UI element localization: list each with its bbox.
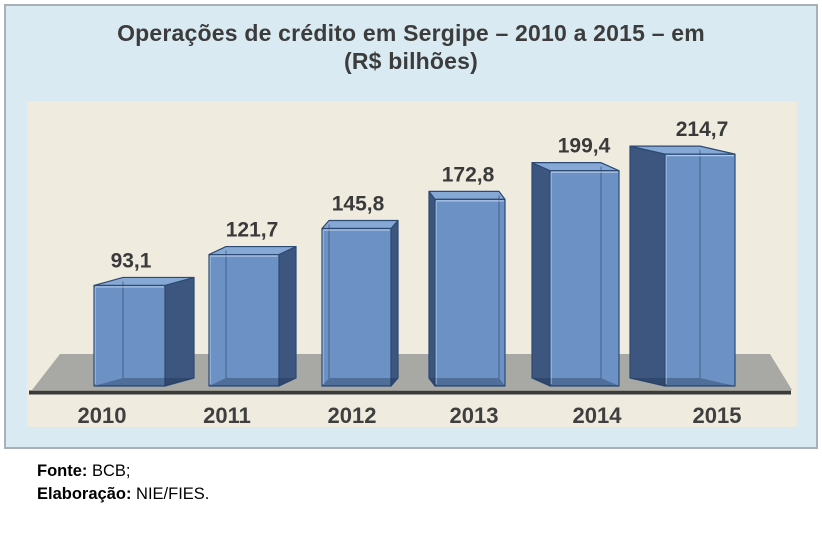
bar-bottom-face [429,378,505,386]
category-label: 2014 [573,403,623,427]
category-label: 2015 [693,403,742,427]
value-label: 145,8 [332,193,385,216]
chart-title-line1: Operações de crédito em Sergipe – 2010 a… [117,20,705,46]
category-label: 2010 [78,403,127,427]
bar-side-face [278,245,297,387]
value-label: 172,8 [442,163,495,186]
bar-side-face [390,219,399,387]
source-label: Fonte: [37,462,88,480]
category-label: 2011 [203,403,251,427]
value-label: 93,1 [111,249,152,272]
bar-bottom-face [630,378,735,386]
bar-side-face [629,145,666,387]
bar-bottom-face [94,378,194,386]
value-label: 121,7 [226,219,279,242]
bar-side-face [428,190,436,387]
value-label: 214,7 [676,118,729,141]
bar-bottom-face [322,378,398,386]
bar-2015 [629,145,736,387]
bar-side-face [531,162,551,387]
bar-front-face [208,253,280,387]
value-label: 199,4 [558,135,611,158]
chart-title: Operações de crédito em Sergipe – 2010 a… [6,19,816,75]
plot-area: 93,1 121,7 145,8 172,8 199,4 214,7 2010 2011 201… [27,101,797,427]
bar-2011 [208,245,297,387]
elaboration-value: NIE/FIES. [136,485,210,503]
source-line: Fonte: BCB; [37,460,209,483]
chart-card: Operações de crédito em Sergipe – 2010 a… [4,4,818,449]
source-value: BCB; [92,462,131,480]
category-label: 2013 [450,403,499,427]
bar-2010 [93,276,195,387]
bar-bottom-face [532,378,619,386]
bar-side-face [164,276,195,387]
bar-bottom-face [209,378,296,386]
category-label: 2012 [328,403,377,427]
bar-top-face [321,219,399,230]
elaboration-line: Elaboração: NIE/FIES. [37,483,209,506]
elaboration-label: Elaboração: [37,485,132,503]
bar-front-face [93,284,166,387]
chart-canvas: 93,1 121,7 145,8 172,8 199,4 214,7 2010 2011 201… [29,118,792,427]
bar-front-face [434,198,506,387]
bar-2014 [531,162,620,387]
bar-front-face [664,153,736,387]
bar-top-face [428,190,506,200]
bar-front-face [321,227,392,387]
bar-2013 [428,190,506,387]
bar-top-face [208,245,297,256]
bar-2012 [321,219,399,387]
chart-footer: Fonte: BCB; Elaboração: NIE/FIES. [37,460,209,506]
bar-front-face [549,170,620,387]
chart-title-line2: (R$ bilhões) [343,48,479,74]
